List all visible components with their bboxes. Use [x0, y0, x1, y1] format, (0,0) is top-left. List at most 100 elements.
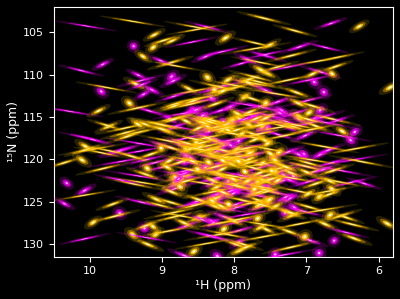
Ellipse shape: [68, 23, 104, 29]
Ellipse shape: [160, 74, 187, 88]
Ellipse shape: [289, 156, 336, 164]
Ellipse shape: [223, 145, 267, 152]
Ellipse shape: [306, 159, 319, 161]
Ellipse shape: [202, 115, 208, 120]
Ellipse shape: [240, 167, 250, 176]
Ellipse shape: [214, 232, 239, 237]
Ellipse shape: [176, 136, 228, 150]
Ellipse shape: [150, 45, 156, 50]
Ellipse shape: [198, 164, 210, 173]
Ellipse shape: [220, 168, 225, 170]
Ellipse shape: [293, 206, 296, 208]
Ellipse shape: [312, 151, 327, 159]
Ellipse shape: [181, 98, 216, 105]
Ellipse shape: [206, 94, 216, 102]
Ellipse shape: [210, 249, 225, 263]
Ellipse shape: [200, 134, 210, 139]
Ellipse shape: [151, 112, 195, 127]
Ellipse shape: [185, 216, 256, 229]
Ellipse shape: [257, 52, 276, 56]
X-axis label: ¹H (ppm): ¹H (ppm): [195, 279, 251, 292]
Ellipse shape: [178, 142, 198, 147]
Ellipse shape: [270, 170, 273, 172]
Ellipse shape: [249, 47, 262, 50]
Ellipse shape: [184, 146, 198, 151]
Ellipse shape: [120, 19, 145, 23]
Ellipse shape: [116, 232, 177, 243]
Ellipse shape: [184, 225, 189, 227]
Ellipse shape: [206, 135, 224, 143]
Ellipse shape: [253, 155, 272, 171]
Ellipse shape: [78, 147, 95, 152]
Ellipse shape: [73, 68, 89, 73]
Ellipse shape: [213, 122, 233, 130]
Ellipse shape: [157, 156, 216, 169]
Ellipse shape: [274, 66, 281, 68]
Ellipse shape: [343, 216, 349, 219]
Ellipse shape: [303, 108, 315, 118]
Ellipse shape: [106, 124, 145, 132]
Ellipse shape: [239, 117, 259, 132]
Ellipse shape: [186, 213, 211, 222]
Ellipse shape: [212, 202, 230, 211]
Ellipse shape: [307, 239, 312, 241]
Ellipse shape: [163, 145, 179, 150]
Ellipse shape: [213, 109, 281, 122]
Ellipse shape: [94, 108, 103, 113]
Ellipse shape: [256, 204, 269, 209]
Ellipse shape: [232, 174, 253, 182]
Ellipse shape: [276, 149, 282, 155]
Ellipse shape: [127, 39, 140, 53]
Ellipse shape: [150, 123, 180, 138]
Ellipse shape: [195, 217, 202, 219]
Ellipse shape: [187, 134, 226, 142]
Ellipse shape: [233, 105, 267, 120]
Ellipse shape: [311, 144, 338, 149]
Ellipse shape: [222, 177, 238, 192]
Ellipse shape: [244, 189, 260, 197]
Ellipse shape: [221, 138, 240, 152]
Ellipse shape: [217, 138, 239, 143]
Ellipse shape: [277, 220, 319, 228]
Ellipse shape: [288, 111, 303, 115]
Ellipse shape: [193, 80, 249, 93]
Ellipse shape: [197, 112, 208, 120]
Ellipse shape: [142, 226, 147, 231]
Ellipse shape: [272, 126, 286, 129]
Ellipse shape: [258, 165, 294, 173]
Ellipse shape: [150, 224, 156, 229]
Ellipse shape: [177, 178, 180, 180]
Ellipse shape: [167, 180, 184, 189]
Ellipse shape: [178, 253, 190, 258]
Ellipse shape: [290, 174, 296, 179]
Ellipse shape: [250, 122, 277, 127]
Ellipse shape: [169, 176, 186, 185]
Ellipse shape: [194, 23, 220, 30]
Ellipse shape: [200, 123, 210, 127]
Ellipse shape: [211, 195, 216, 200]
Ellipse shape: [260, 120, 275, 135]
Ellipse shape: [291, 150, 306, 158]
Y-axis label: ¹⁵N (ppm): ¹⁵N (ppm): [7, 101, 20, 162]
Ellipse shape: [191, 138, 201, 147]
Ellipse shape: [291, 233, 328, 247]
Ellipse shape: [232, 190, 236, 192]
Ellipse shape: [252, 200, 266, 210]
Ellipse shape: [217, 100, 243, 114]
Ellipse shape: [232, 75, 284, 89]
Ellipse shape: [283, 166, 289, 168]
Ellipse shape: [261, 70, 272, 76]
Ellipse shape: [143, 139, 185, 152]
Ellipse shape: [233, 199, 271, 207]
Ellipse shape: [178, 105, 200, 119]
Ellipse shape: [126, 69, 150, 82]
Ellipse shape: [212, 205, 218, 208]
Ellipse shape: [189, 106, 199, 115]
Ellipse shape: [310, 78, 319, 86]
Ellipse shape: [156, 143, 171, 148]
Ellipse shape: [173, 126, 183, 128]
Ellipse shape: [332, 65, 338, 68]
Ellipse shape: [160, 115, 187, 124]
Ellipse shape: [276, 121, 317, 129]
Ellipse shape: [242, 148, 258, 158]
